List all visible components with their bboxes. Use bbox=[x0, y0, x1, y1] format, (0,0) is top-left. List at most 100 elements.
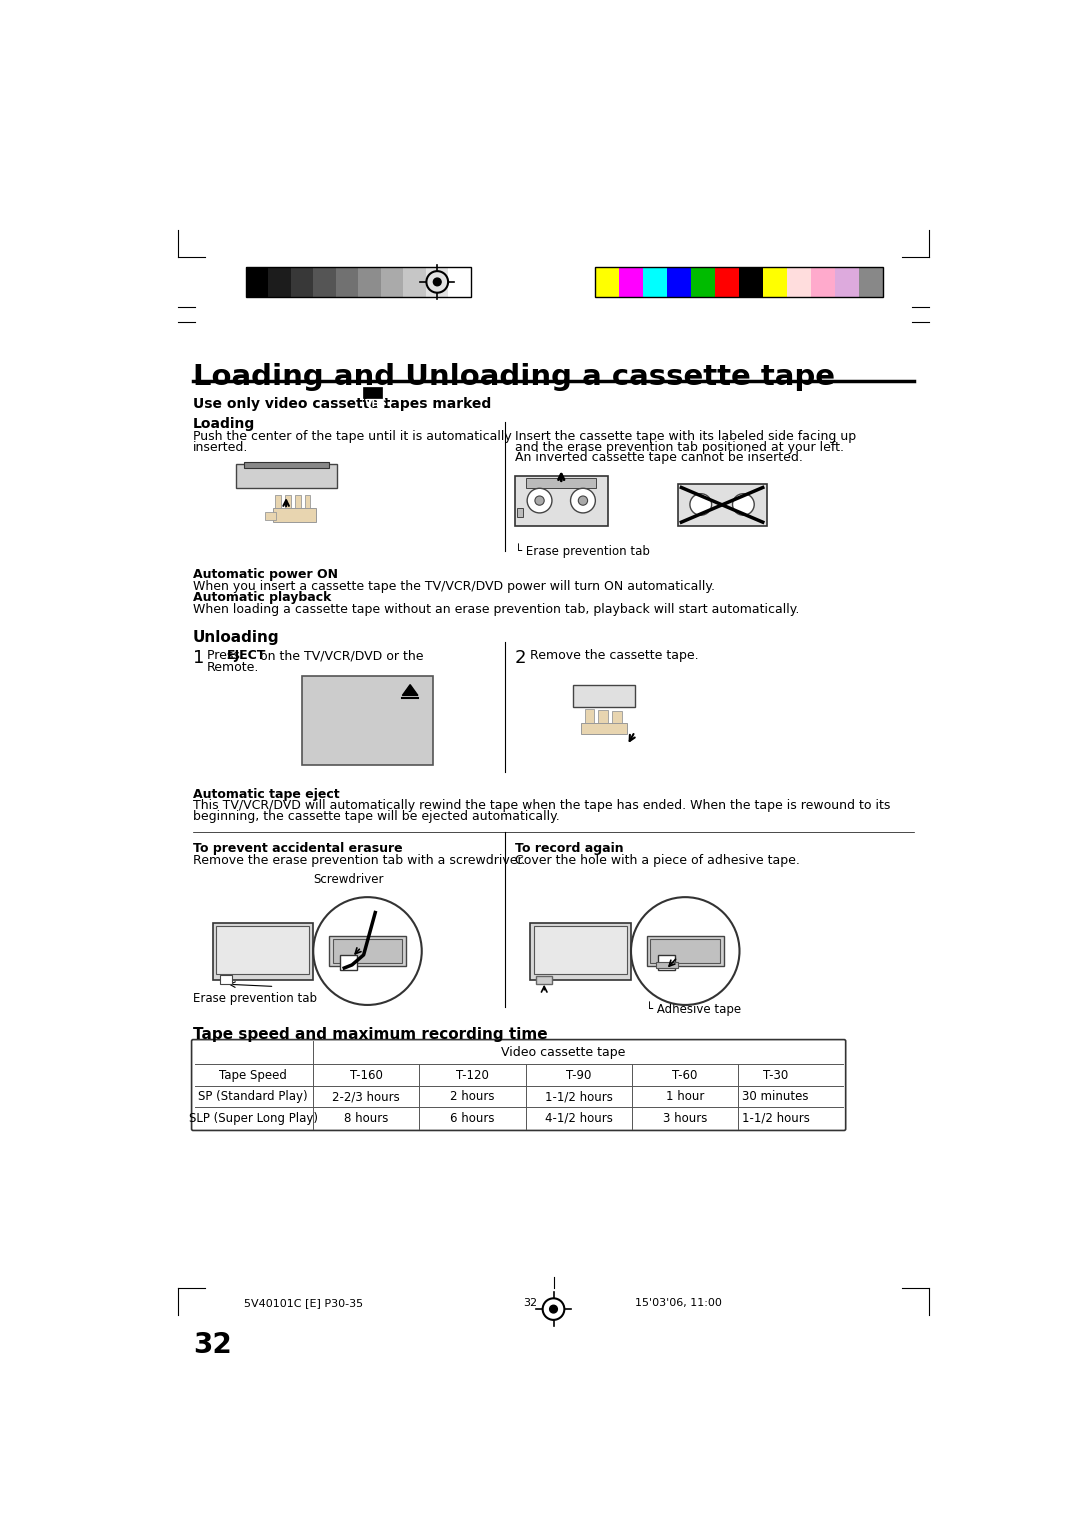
Bar bbox=[285, 495, 291, 513]
Bar bbox=[595, 266, 882, 298]
Text: Tape Speed: Tape Speed bbox=[219, 1068, 287, 1082]
Text: 32: 32 bbox=[523, 1299, 538, 1308]
Circle shape bbox=[535, 497, 544, 506]
Text: 8 hours: 8 hours bbox=[345, 1112, 389, 1125]
Text: VHS: VHS bbox=[365, 399, 388, 410]
Bar bbox=[581, 723, 627, 733]
Bar bbox=[333, 940, 403, 963]
Bar bbox=[598, 711, 608, 729]
Text: 2 hours: 2 hours bbox=[450, 1089, 495, 1103]
Bar bbox=[517, 507, 524, 516]
Bar bbox=[859, 266, 882, 298]
Text: 2-2/3 hours: 2-2/3 hours bbox=[333, 1089, 401, 1103]
FancyBboxPatch shape bbox=[191, 1039, 846, 1131]
Bar bbox=[313, 266, 336, 298]
Bar bbox=[619, 266, 643, 298]
Bar bbox=[275, 495, 281, 512]
Text: Unloading: Unloading bbox=[193, 630, 280, 645]
Text: Screwdriver: Screwdriver bbox=[313, 874, 383, 886]
Circle shape bbox=[550, 1305, 557, 1313]
Text: 1: 1 bbox=[193, 649, 204, 668]
Bar bbox=[426, 266, 448, 298]
Text: inserted.: inserted. bbox=[193, 440, 248, 454]
Text: T-160: T-160 bbox=[350, 1068, 382, 1082]
Bar bbox=[691, 266, 715, 298]
Bar bbox=[515, 475, 608, 526]
Bar bbox=[235, 465, 337, 487]
Text: Use only video cassette tapes marked: Use only video cassette tapes marked bbox=[193, 397, 496, 411]
Text: .: . bbox=[383, 397, 389, 411]
Bar bbox=[811, 266, 835, 298]
Circle shape bbox=[631, 897, 740, 1005]
Text: T-30: T-30 bbox=[762, 1068, 788, 1082]
Bar bbox=[658, 955, 675, 970]
Text: Press: Press bbox=[207, 649, 244, 662]
Bar bbox=[715, 266, 739, 298]
Text: SLP (Super Long Play): SLP (Super Long Play) bbox=[189, 1112, 318, 1125]
Text: This TV/VCR/DVD will automatically rewind the tape when the tape has ended. When: This TV/VCR/DVD will automatically rewin… bbox=[193, 799, 891, 813]
Bar bbox=[220, 975, 232, 984]
Text: 1 hour: 1 hour bbox=[665, 1089, 704, 1103]
Text: Automatic playback: Automatic playback bbox=[193, 591, 332, 605]
Circle shape bbox=[732, 494, 754, 515]
Bar bbox=[246, 266, 471, 298]
Text: beginning, the cassette tape will be ejected automatically.: beginning, the cassette tape will be eje… bbox=[193, 810, 559, 824]
Text: To prevent accidental erasure: To prevent accidental erasure bbox=[193, 842, 403, 856]
Bar bbox=[595, 266, 619, 298]
Text: T-120: T-120 bbox=[456, 1068, 489, 1082]
Text: Tape speed and maximum recording time: Tape speed and maximum recording time bbox=[193, 1027, 548, 1042]
Text: 5V40101C [E] P30-35: 5V40101C [E] P30-35 bbox=[243, 1299, 363, 1308]
Text: When you insert a cassette tape the TV/VCR/DVD power will turn ON automatically.: When you insert a cassette tape the TV/V… bbox=[193, 581, 715, 593]
Bar bbox=[739, 266, 762, 298]
Bar bbox=[677, 484, 767, 526]
Bar bbox=[535, 926, 627, 975]
Text: Automatic tape eject: Automatic tape eject bbox=[193, 788, 340, 801]
Polygon shape bbox=[403, 685, 418, 695]
Text: An inverted cassette tape cannot be inserted.: An inverted cassette tape cannot be inse… bbox=[515, 451, 802, 465]
Text: Remote.: Remote. bbox=[207, 660, 259, 674]
Bar bbox=[835, 266, 859, 298]
Bar bbox=[584, 709, 594, 726]
Text: 3 hours: 3 hours bbox=[663, 1112, 707, 1125]
Circle shape bbox=[433, 278, 441, 286]
Text: Cover the hole with a piece of adhesive tape.: Cover the hole with a piece of adhesive … bbox=[515, 854, 799, 866]
Bar bbox=[786, 266, 811, 298]
Text: To record again: To record again bbox=[515, 842, 623, 856]
Text: Insert the cassette tape with its labeled side facing up: Insert the cassette tape with its labele… bbox=[515, 429, 855, 443]
Bar bbox=[572, 686, 635, 707]
Circle shape bbox=[690, 494, 712, 515]
Text: 32: 32 bbox=[193, 1331, 232, 1358]
Circle shape bbox=[570, 489, 595, 513]
Bar bbox=[448, 266, 471, 298]
Bar bbox=[359, 266, 380, 298]
Bar bbox=[530, 923, 631, 981]
Text: T-90: T-90 bbox=[566, 1068, 592, 1082]
Bar bbox=[537, 976, 552, 984]
Text: EJECT: EJECT bbox=[227, 649, 266, 662]
Text: 1-1/2 hours: 1-1/2 hours bbox=[742, 1112, 810, 1125]
Bar bbox=[656, 961, 677, 969]
Text: and the erase prevention tab positioned at your left.: and the erase prevention tab positioned … bbox=[515, 440, 843, 454]
Bar bbox=[273, 509, 315, 523]
Bar bbox=[666, 266, 691, 298]
Bar bbox=[243, 461, 328, 468]
Text: Loading: Loading bbox=[193, 417, 255, 431]
Bar bbox=[612, 711, 622, 730]
Bar bbox=[643, 266, 666, 298]
Text: 15'03'06, 11:00: 15'03'06, 11:00 bbox=[635, 1299, 721, 1308]
Text: └ Adhesive tape: └ Adhesive tape bbox=[647, 1002, 742, 1016]
Text: Remove the cassette tape.: Remove the cassette tape. bbox=[530, 649, 699, 662]
Bar bbox=[268, 266, 291, 298]
Bar bbox=[647, 935, 724, 966]
Bar bbox=[340, 955, 357, 970]
Bar bbox=[526, 478, 596, 487]
Text: on the TV/VCR/DVD or the: on the TV/VCR/DVD or the bbox=[256, 649, 423, 662]
Bar bbox=[363, 388, 381, 399]
Bar bbox=[336, 266, 359, 298]
Text: When loading a cassette tape without an erase prevention tab, playback will star: When loading a cassette tape without an … bbox=[193, 604, 799, 616]
Text: Erase prevention tab: Erase prevention tab bbox=[193, 992, 318, 1005]
Bar bbox=[216, 926, 309, 975]
Text: 30 minutes: 30 minutes bbox=[742, 1089, 809, 1103]
Text: └ Erase prevention tab: └ Erase prevention tab bbox=[515, 542, 650, 558]
Bar bbox=[650, 940, 720, 963]
